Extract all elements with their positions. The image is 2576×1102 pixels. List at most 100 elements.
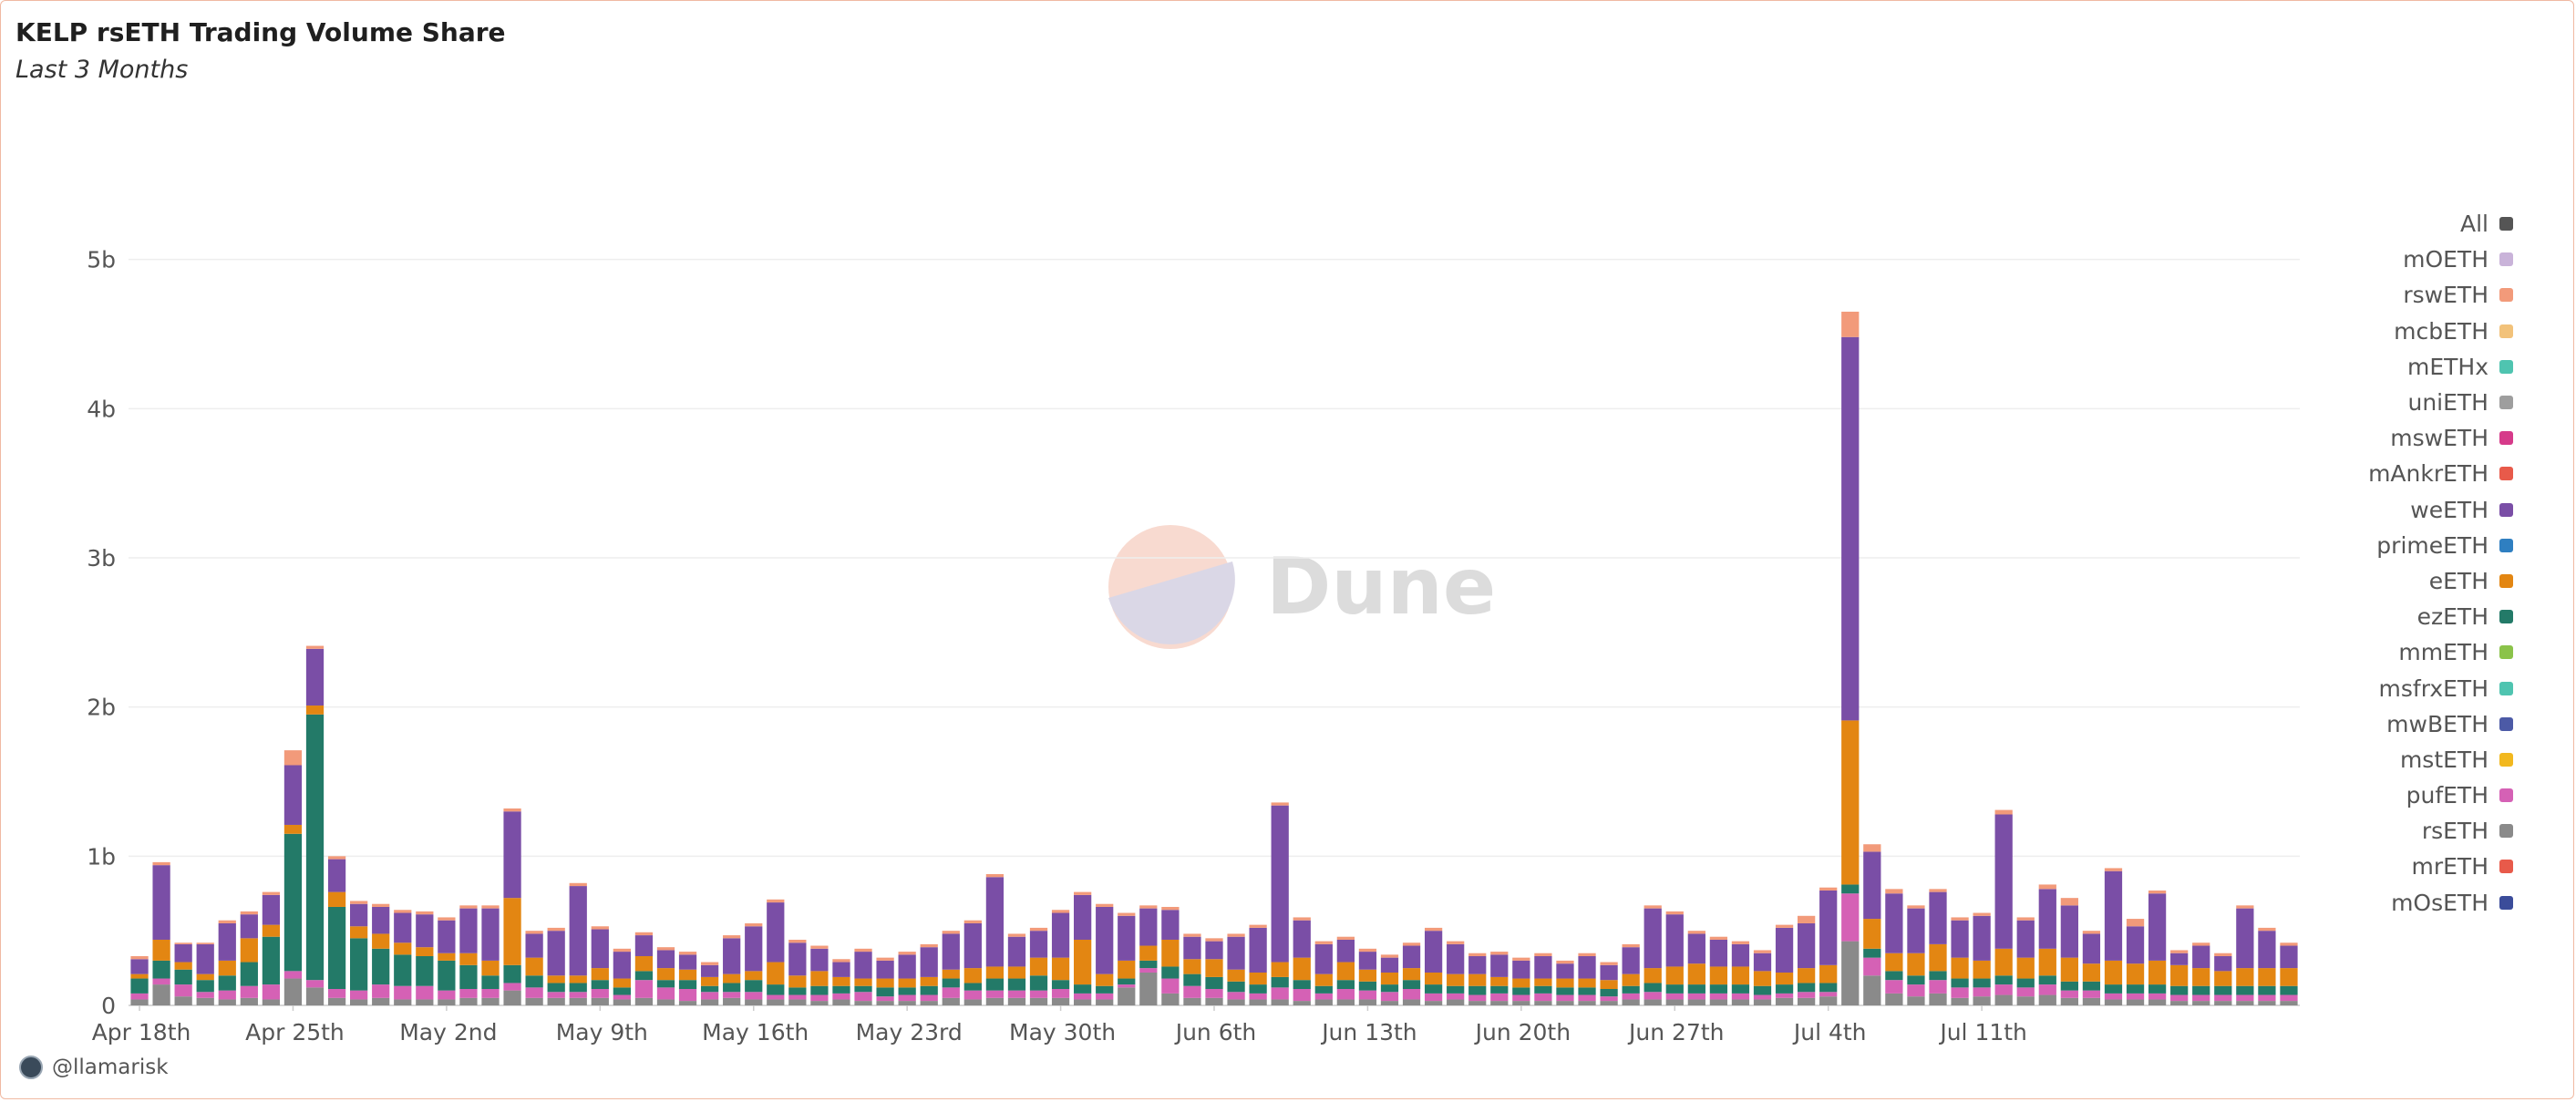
bar-segment-eETH[interactable]	[1687, 963, 1705, 985]
bar-segment-rswETH[interactable]	[1512, 957, 1530, 961]
bar-segment-weETH[interactable]	[350, 903, 368, 927]
bar-segment-pufETH[interactable]	[1731, 993, 1750, 1000]
bar-segment-rsETH[interactable]	[394, 999, 412, 1005]
bar-segment-rsETH[interactable]	[1096, 999, 1114, 1005]
bar-segment-ezETH[interactable]	[1271, 976, 1289, 988]
bar-segment-ezETH[interactable]	[1775, 984, 1794, 994]
bar-segment-rswETH[interactable]	[262, 891, 281, 895]
bar-segment-ezETH[interactable]	[1447, 985, 1465, 994]
bar-segment-pufETH[interactable]	[305, 980, 325, 988]
bar-segment-rsETH[interactable]	[1819, 996, 1838, 1005]
bar-segment-rsETH[interactable]	[1029, 997, 1048, 1005]
bar-segment-rswETH[interactable]	[2280, 942, 2298, 946]
bar-segment-rsETH[interactable]	[459, 997, 478, 1005]
bar-segment-pufETH[interactable]	[1227, 992, 1245, 1000]
bar-segment-rswETH[interactable]	[350, 901, 368, 904]
bar-segment-rswETH[interactable]	[854, 948, 872, 953]
bar-segment-pufETH[interactable]	[1687, 993, 1705, 1000]
bar-segment-ezETH[interactable]	[723, 983, 741, 993]
bar-segment-rsETH[interactable]	[372, 997, 390, 1005]
bar-segment-rswETH[interactable]	[898, 952, 916, 955]
bar-segment-pufETH[interactable]	[481, 989, 500, 998]
bar-segment-rswETH[interactable]	[503, 808, 521, 812]
bar-segment-pufETH[interactable]	[1994, 984, 2013, 995]
bar-segment-ezETH[interactable]	[656, 980, 675, 988]
bar-segment-rswETH[interactable]	[2126, 919, 2145, 927]
bar-segment-eETH[interactable]	[372, 933, 390, 949]
bar-segment-ezETH[interactable]	[174, 969, 192, 985]
bar-segment-pufETH[interactable]	[1951, 987, 1969, 998]
bar-segment-rswETH[interactable]	[1709, 936, 1728, 940]
bar-segment-eETH[interactable]	[700, 976, 719, 986]
bar-segment-rswETH[interactable]	[634, 932, 654, 936]
bar-segment-eETH[interactable]	[2280, 968, 2298, 986]
bar-segment-rsETH[interactable]	[1227, 999, 1245, 1005]
bar-segment-ezETH[interactable]	[1380, 984, 1399, 993]
bar-segment-ezETH[interactable]	[1929, 971, 1947, 981]
bar-segment-rswETH[interactable]	[2038, 884, 2056, 890]
bar-segment-weETH[interactable]	[2060, 905, 2078, 958]
bar-segment-ezETH[interactable]	[767, 984, 785, 995]
bar-segment-pufETH[interactable]	[2148, 993, 2167, 1000]
bar-segment-eETH[interactable]	[1118, 960, 1136, 979]
bar-segment-eETH[interactable]	[1096, 973, 1114, 986]
bar-segment-ezETH[interactable]	[1731, 984, 1750, 994]
bar-segment-pufETH[interactable]	[1447, 993, 1465, 1000]
bar-segment-rsETH[interactable]	[1468, 1001, 1487, 1005]
bar-segment-eETH[interactable]	[2258, 968, 2276, 986]
bar-segment-weETH[interactable]	[1183, 936, 1201, 960]
bar-segment-pufETH[interactable]	[1249, 993, 1267, 1000]
bar-segment-eETH[interactable]	[1929, 943, 1947, 972]
bar-segment-rswETH[interactable]	[1096, 903, 1114, 907]
bar-segment-eETH[interactable]	[656, 968, 675, 981]
bar-segment-eETH[interactable]	[1424, 972, 1443, 985]
bar-segment-rswETH[interactable]	[1007, 933, 1026, 937]
bar-segment-eETH[interactable]	[130, 973, 149, 979]
bar-segment-rsETH[interactable]	[1665, 999, 1684, 1005]
bar-segment-eETH[interactable]	[503, 898, 521, 965]
bar-segment-eETH[interactable]	[525, 957, 543, 976]
bar-segment-ezETH[interactable]	[1029, 975, 1048, 991]
bar-segment-eETH[interactable]	[1709, 966, 1728, 985]
bar-segment-pufETH[interactable]	[1118, 984, 1136, 988]
bar-segment-eETH[interactable]	[1447, 973, 1465, 986]
bar-segment-pufETH[interactable]	[547, 992, 565, 998]
bar-segment-weETH[interactable]	[1227, 936, 1245, 970]
bar-segment-rsETH[interactable]	[1775, 997, 1794, 1005]
bar-segment-pufETH[interactable]	[2258, 994, 2276, 1002]
bar-segment-weETH[interactable]	[1271, 805, 1289, 963]
bar-segment-weETH[interactable]	[656, 950, 675, 969]
bar-segment-pufETH[interactable]	[525, 987, 543, 998]
bar-segment-rswETH[interactable]	[1293, 917, 1311, 921]
bar-segment-eETH[interactable]	[1775, 972, 1794, 985]
bar-segment-rswETH[interactable]	[832, 959, 850, 963]
bar-segment-rswETH[interactable]	[920, 943, 938, 948]
bar-segment-rswETH[interactable]	[130, 955, 149, 960]
bar-segment-pufETH[interactable]	[788, 994, 807, 1000]
bar-segment-pufETH[interactable]	[1709, 993, 1728, 1000]
bar-segment-rsETH[interactable]	[1600, 1001, 1618, 1005]
bar-segment-pufETH[interactable]	[1468, 994, 1487, 1002]
bar-segment-rswETH[interactable]	[416, 911, 434, 915]
bar-segment-weETH[interactable]	[196, 943, 214, 974]
bar-segment-weETH[interactable]	[1841, 336, 1860, 721]
bar-segment-pufETH[interactable]	[2236, 994, 2254, 1002]
bar-segment-ezETH[interactable]	[152, 960, 170, 979]
bar-segment-weETH[interactable]	[1051, 912, 1070, 958]
bar-segment-weETH[interactable]	[1358, 952, 1377, 970]
bar-segment-rswETH[interactable]	[547, 927, 565, 932]
bar-segment-weETH[interactable]	[152, 865, 170, 940]
bar-segment-rswETH[interactable]	[810, 945, 829, 949]
bar-segment-rswETH[interactable]	[1161, 906, 1180, 911]
bar-segment-pufETH[interactable]	[459, 989, 478, 998]
bar-segment-ezETH[interactable]	[305, 714, 325, 981]
bar-segment-rsETH[interactable]	[920, 1001, 938, 1005]
bar-segment-ezETH[interactable]	[1468, 985, 1487, 995]
bar-segment-rsETH[interactable]	[2236, 1001, 2254, 1005]
bar-segment-ezETH[interactable]	[2126, 984, 2145, 994]
bar-segment-rsETH[interactable]	[767, 999, 785, 1005]
legend-item-msfrxETH[interactable]: msfrxETH	[2368, 670, 2513, 705]
bar-segment-pufETH[interactable]	[1096, 993, 1114, 1000]
bar-segment-pufETH[interactable]	[678, 989, 697, 1002]
bar-segment-eETH[interactable]	[1994, 948, 2013, 976]
